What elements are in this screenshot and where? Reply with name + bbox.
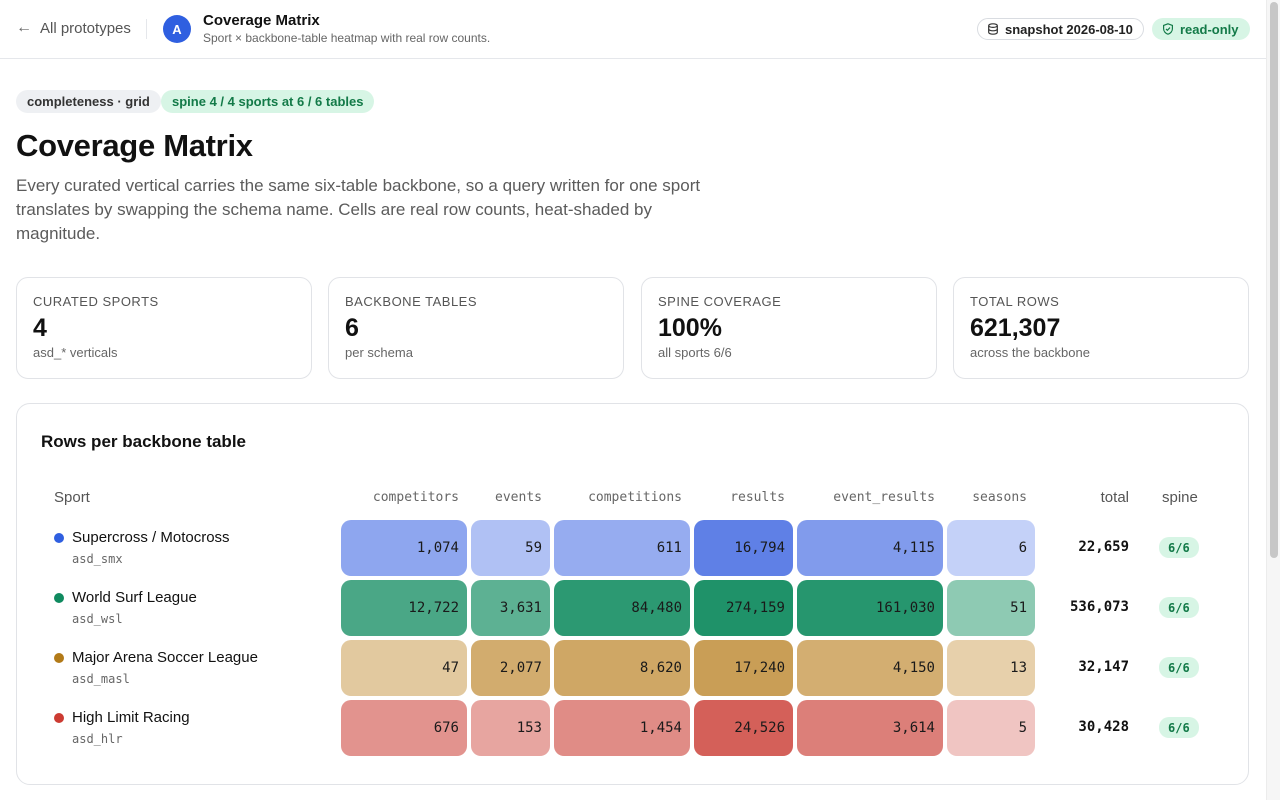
row-total: 536,073	[1069, 599, 1129, 615]
heat-cell[interactable]: 84,480	[554, 580, 690, 636]
sport-schema: asd_hlr	[72, 732, 123, 746]
spine-badge: 6/6	[1159, 597, 1199, 618]
back-link[interactable]: ← All prototypes	[16, 19, 131, 37]
spine-tag: spine 4 / 4 sports at 6 / 6 tables	[161, 90, 375, 113]
readonly-badge: read-only	[1152, 18, 1250, 40]
sport-row-label[interactable]: Supercross / Motocross asd_smx	[54, 529, 230, 566]
sport-color-dot	[54, 652, 64, 663]
sport-name-label: Major Arena Soccer League	[72, 649, 258, 666]
kpi-value: 4	[33, 314, 47, 342]
sport-name-label: High Limit Racing	[72, 709, 190, 726]
kpi-sub: across the backbone	[970, 345, 1090, 360]
kpi-label: TOTAL ROWS	[970, 294, 1060, 309]
app-title: Coverage Matrix	[203, 12, 320, 29]
heat-cell[interactable]: 3,614	[797, 700, 943, 756]
kpi-card-spine-coverage: SPINE COVERAGE 100% all sports 6/6	[641, 277, 937, 379]
kpi-sub: per schema	[345, 345, 413, 360]
snapshot-label: snapshot 2026-08-10	[1005, 21, 1133, 37]
arrow-left-icon: ←	[16, 19, 32, 36]
divider	[146, 19, 147, 39]
row-total: 30,428	[1078, 719, 1129, 735]
column-header-events: events	[495, 490, 542, 505]
column-header-sport: Sport	[54, 489, 90, 506]
heat-cell[interactable]: 13	[947, 640, 1035, 696]
sport-name-label: World Surf League	[72, 589, 197, 606]
kpi-value: 621,307	[970, 314, 1061, 342]
shield-check-icon	[1163, 23, 1173, 35]
top-bar: ← All prototypes A Coverage Matrix Sport…	[0, 0, 1266, 59]
heat-cell[interactable]: 161,030	[797, 580, 943, 636]
scrollbar[interactable]	[1266, 0, 1280, 800]
sport-name: Major Arena Soccer League	[54, 649, 258, 666]
kpi-sub: asd_* verticals	[33, 345, 118, 360]
heat-cell[interactable]: 4,150	[797, 640, 943, 696]
database-icon	[988, 23, 998, 35]
app-subtitle: Sport × backbone-table heatmap with real…	[203, 31, 491, 45]
sport-color-dot	[54, 532, 64, 543]
sport-name: High Limit Racing	[54, 709, 190, 726]
column-header-total: total	[1100, 489, 1129, 506]
heat-cell[interactable]: 51	[947, 580, 1035, 636]
sport-name: Supercross / Motocross	[54, 529, 230, 546]
heat-cell[interactable]: 2,077	[471, 640, 550, 696]
back-link-label: All prototypes	[40, 19, 131, 37]
avatar: A	[163, 15, 191, 43]
heat-cell[interactable]: 6	[947, 520, 1035, 576]
spine-badge: 6/6	[1159, 657, 1199, 678]
heat-cell[interactable]: 47	[341, 640, 467, 696]
row-total: 32,147	[1078, 659, 1129, 675]
page-description: Every curated vertical carries the same …	[16, 176, 701, 243]
scrollbar-thumb[interactable]	[1270, 2, 1278, 558]
heat-cell[interactable]: 274,159	[694, 580, 793, 636]
kpi-value: 6	[345, 314, 359, 342]
heat-cell[interactable]: 59	[471, 520, 550, 576]
kpi-card-total-rows: TOTAL ROWS 621,307 across the backbone	[953, 277, 1249, 379]
coverage-matrix-panel: Rows per backbone table Sport competitor…	[16, 403, 1249, 785]
sport-row-label[interactable]: High Limit Racing asd_hlr	[54, 709, 190, 746]
kpi-sub: all sports 6/6	[658, 345, 732, 360]
column-header-competitions: competitions	[588, 490, 682, 505]
heat-cell[interactable]: 17,240	[694, 640, 793, 696]
sport-schema: asd_wsl	[72, 612, 123, 626]
kpi-label: SPINE COVERAGE	[658, 294, 782, 309]
sport-color-dot	[54, 712, 64, 723]
column-header-spine: spine	[1162, 489, 1198, 506]
heat-cell[interactable]: 16,794	[694, 520, 793, 576]
heat-cell[interactable]: 8,620	[554, 640, 690, 696]
sport-row-label[interactable]: World Surf League asd_wsl	[54, 589, 197, 626]
page-title: Coverage Matrix	[16, 128, 253, 163]
heat-cell[interactable]: 1,074	[341, 520, 467, 576]
sport-name: World Surf League	[54, 589, 197, 606]
matrix-title: Rows per backbone table	[41, 432, 246, 451]
column-header-seasons: seasons	[972, 490, 1027, 505]
kpi-value: 100%	[658, 314, 722, 342]
heat-cell[interactable]: 611	[554, 520, 690, 576]
kpi-label: BACKBONE TABLES	[345, 294, 478, 309]
heat-cell[interactable]: 1,454	[554, 700, 690, 756]
heat-cell[interactable]: 24,526	[694, 700, 793, 756]
sport-color-dot	[54, 592, 64, 603]
heat-cell[interactable]: 3,631	[471, 580, 550, 636]
heat-cell[interactable]: 5	[947, 700, 1035, 756]
heat-cell[interactable]: 12,722	[341, 580, 467, 636]
spine-badge: 6/6	[1159, 537, 1199, 558]
column-header-results: results	[730, 490, 785, 505]
row-total: 22,659	[1078, 539, 1129, 555]
heat-cell[interactable]: 153	[471, 700, 550, 756]
kpi-card-backbone-tables: BACKBONE TABLES 6 per schema	[328, 277, 624, 379]
column-header-competitors: competitors	[372, 490, 459, 505]
kpi-label: CURATED SPORTS	[33, 294, 159, 309]
column-header-event-results: event_results	[833, 490, 935, 505]
sport-name-label: Supercross / Motocross	[72, 529, 230, 546]
snapshot-badge: snapshot 2026-08-10	[977, 18, 1144, 40]
spine-badge: 6/6	[1159, 717, 1199, 738]
heat-cell[interactable]: 4,115	[797, 520, 943, 576]
kpi-card-curated-sports: CURATED SPORTS 4 asd_* verticals	[16, 277, 312, 379]
heat-cell[interactable]: 676	[341, 700, 467, 756]
sport-schema: asd_smx	[72, 552, 123, 566]
readonly-label: read-only	[1180, 21, 1239, 37]
sport-schema: asd_masl	[72, 672, 130, 686]
kind-tag: completeness · grid	[16, 90, 161, 113]
sport-row-label[interactable]: Major Arena Soccer League asd_masl	[54, 649, 258, 686]
